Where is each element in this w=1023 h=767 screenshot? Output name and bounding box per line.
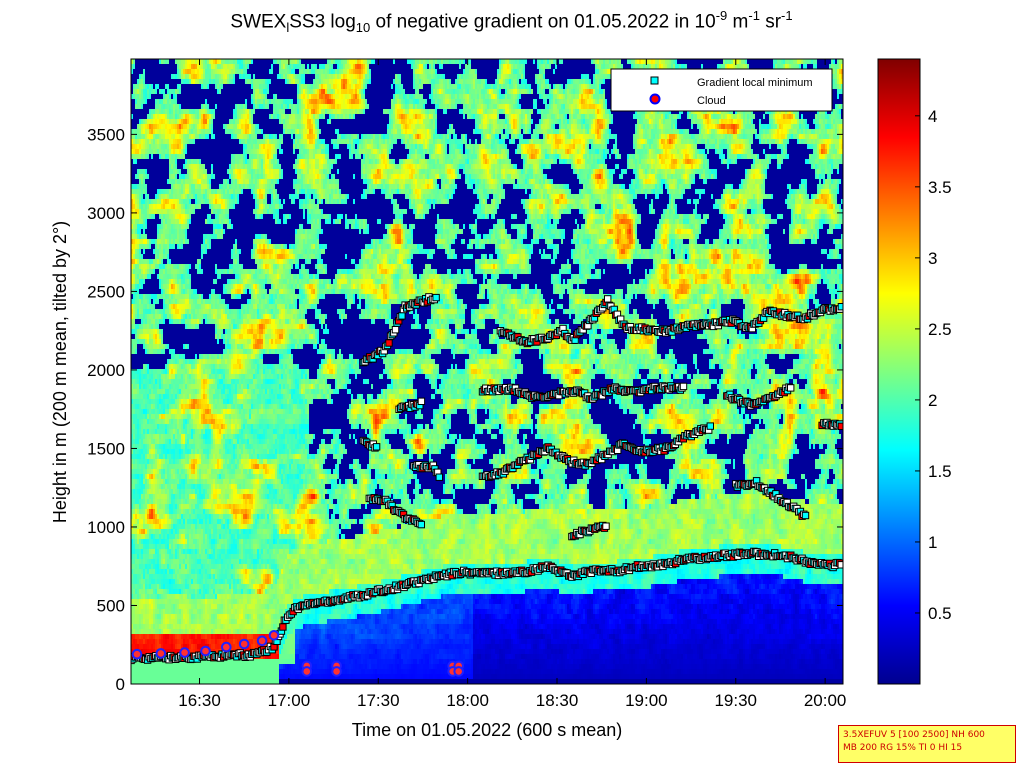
gradient-minimum-marker xyxy=(417,397,426,406)
colorbar-ticks: 0.5 1 1.5 2 2.5 3 3.5 4 xyxy=(915,107,952,623)
legend-box xyxy=(610,68,833,112)
y-tick-label: 500 xyxy=(97,596,125,615)
chart-title: SWEXlSS3 log10 of negative gradient on 0… xyxy=(0,8,1023,35)
gradient-minimum-marker xyxy=(837,561,843,569)
gradient-minimum-marker xyxy=(279,623,287,631)
colorbar-tick-label: 4 xyxy=(928,107,937,126)
gradient-minimum-marker xyxy=(435,473,444,481)
x-axis-label: Time on 01.05.2022 (600 s mean) xyxy=(352,720,623,740)
colorbar: 0.5 1 1.5 2 2.5 3 3.5 4 xyxy=(877,58,952,685)
x-tick-label: 18:30 xyxy=(536,691,579,710)
colorbar-gradient xyxy=(877,58,921,685)
x-tick-label: 20:00 xyxy=(804,691,847,710)
colorbar-tick-label: 1 xyxy=(928,533,937,552)
cloud-marker xyxy=(179,647,190,658)
cloud-marker xyxy=(238,638,250,650)
y-tick-label: 0 xyxy=(116,675,125,694)
gradient-minimum-marker xyxy=(398,312,406,320)
cloud-marker xyxy=(301,666,313,677)
gradient-minimum-marker xyxy=(801,511,810,520)
x-tick-label: 19:00 xyxy=(625,691,668,710)
gradient-minimum-marker xyxy=(837,422,843,431)
legend-label-gradient: Gradient local minimum xyxy=(697,77,813,89)
y-tick-label: 2000 xyxy=(87,361,125,380)
y-tick-label: 1000 xyxy=(87,518,125,537)
gradient-minimum-marker xyxy=(679,382,688,391)
gradient-minimum-marker xyxy=(787,384,795,392)
y-tick-label: 2500 xyxy=(87,282,125,301)
cloud-marker xyxy=(155,648,167,659)
info-line-1: 3.5XEFUV 5 [100 2500] NH 600 xyxy=(843,729,1011,742)
colorbar-tick-label: 2 xyxy=(928,391,937,410)
x-tick-label: 17:30 xyxy=(357,691,400,710)
gradient-minimum-marker xyxy=(706,422,714,430)
cloud-marker xyxy=(221,641,232,653)
x-tick-label: 17:00 xyxy=(268,691,311,710)
colorbar-tick-label: 2.5 xyxy=(928,320,952,339)
cloud-marker xyxy=(131,648,143,660)
legend-label-cloud: Cloud xyxy=(697,95,726,107)
cloud-marker xyxy=(200,645,211,657)
gradient-minimum-marker xyxy=(385,339,393,347)
cloud-marker xyxy=(331,666,342,677)
colorbar-tick-label: 1.5 xyxy=(928,462,952,481)
y-axis-label: Height in m (200 m mean, tilted by 2°) xyxy=(50,221,70,523)
cloud-marker xyxy=(453,666,465,677)
cloud-marker xyxy=(256,635,268,647)
y-axis: 0 500 1000 1500 2000 2500 3000 3500 xyxy=(87,125,843,694)
gradient-minimum-marker xyxy=(837,303,843,311)
colorbar-tick-label: 3.5 xyxy=(928,178,952,197)
gradient-minimum-marker xyxy=(372,443,381,451)
cloud-marker xyxy=(268,630,280,641)
x-tick-label: 19:30 xyxy=(714,691,757,710)
colorbar-tick-label: 0.5 xyxy=(928,604,952,623)
info-line-2: MB 200 RG 15% TI 0 HI 15 xyxy=(843,742,1011,755)
gradient-minimum-marker xyxy=(604,295,612,303)
gradient-minimum-marker xyxy=(391,326,400,334)
y-tick-label: 3500 xyxy=(87,125,125,144)
legend-marker-gradient xyxy=(650,76,659,85)
colorbar-tick-label: 3 xyxy=(928,249,937,268)
x-tick-label: 18:00 xyxy=(446,691,489,710)
gradient-minimum-marker xyxy=(602,522,610,530)
plot-frame xyxy=(130,58,844,685)
info-box: 3.5XEFUV 5 [100 2500] NH 600 MB 200 RG 1… xyxy=(838,725,1016,763)
gradient-minimum-marker xyxy=(432,293,440,302)
legend-marker-cloud xyxy=(649,93,661,105)
legend: Gradient local minimum Cloud xyxy=(610,68,833,112)
markers xyxy=(131,293,843,677)
y-tick-label: 1500 xyxy=(87,439,125,458)
x-axis: 16:30 17:00 17:30 18:00 18:30 19:00 19:30 20:00 xyxy=(178,59,846,710)
gradient-minimum-marker xyxy=(417,520,426,529)
y-tick-label: 3000 xyxy=(87,204,125,223)
heatmap xyxy=(131,59,843,684)
x-tick-label: 16:30 xyxy=(178,691,221,710)
